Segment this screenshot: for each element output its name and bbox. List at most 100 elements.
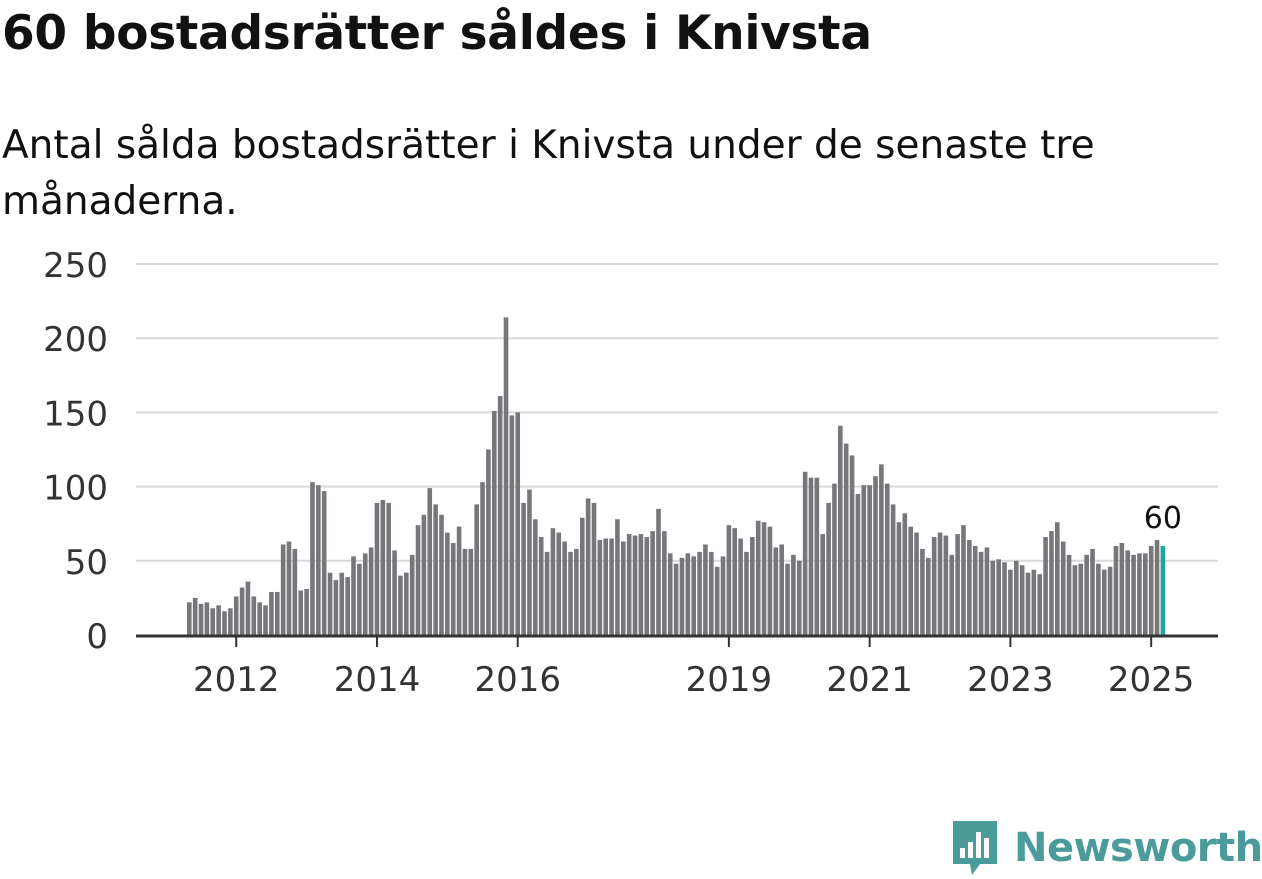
bar (298, 590, 304, 635)
bar (269, 591, 274, 635)
bar (662, 531, 667, 635)
bar (650, 531, 655, 635)
bar (263, 605, 268, 635)
gridlines (136, 263, 1218, 562)
bar (445, 532, 450, 635)
bar (310, 482, 315, 635)
bar (304, 588, 309, 635)
x-axis: 2012 2014 2016 2019 2021 2023 2025 (136, 634, 1218, 700)
bar (1154, 540, 1160, 635)
bar (984, 547, 990, 635)
bar (791, 554, 796, 635)
bar (931, 537, 937, 635)
bar (656, 508, 661, 635)
bar (597, 540, 603, 635)
bar (761, 522, 767, 635)
bar (462, 548, 468, 635)
bar (755, 520, 761, 635)
bar (1113, 545, 1119, 635)
x-tick-label: 2019 (686, 660, 773, 700)
bar (691, 556, 696, 635)
bar (585, 498, 591, 635)
bar (439, 514, 444, 635)
bar (908, 526, 913, 635)
bar (497, 396, 503, 635)
bar (1013, 560, 1019, 635)
bar (615, 519, 620, 635)
bar (879, 464, 884, 635)
bar (750, 537, 755, 635)
bar (491, 410, 497, 635)
bar (480, 482, 485, 635)
bar (374, 502, 380, 635)
bar (509, 415, 515, 635)
bar (198, 603, 204, 635)
bar (339, 572, 345, 635)
bar (474, 504, 479, 635)
bar (321, 491, 327, 635)
bar (920, 548, 925, 635)
bar (362, 553, 368, 635)
bar (685, 553, 691, 635)
bar (316, 485, 321, 635)
bar (192, 597, 198, 635)
bar (1119, 542, 1125, 635)
bar (427, 488, 433, 635)
bar (345, 577, 350, 635)
bar (415, 525, 421, 635)
bar (779, 544, 784, 635)
bar (785, 563, 790, 635)
bar (861, 485, 867, 635)
bar (914, 532, 919, 635)
bar (621, 541, 626, 635)
bar (720, 556, 726, 635)
bar (1142, 553, 1148, 635)
y-tick-label: 150 (43, 394, 108, 434)
bar (562, 541, 567, 635)
bar (568, 551, 573, 635)
bar-highlight (1160, 545, 1166, 635)
bar (257, 602, 262, 635)
bar (673, 563, 679, 635)
bar (1137, 553, 1142, 635)
bar (1055, 522, 1060, 635)
bar (556, 532, 562, 635)
bar (867, 485, 872, 635)
latest-value-label: 60 (1144, 501, 1182, 536)
bar (937, 532, 943, 635)
bar (679, 557, 685, 635)
bar (468, 548, 474, 635)
bar (533, 519, 538, 635)
bar (703, 544, 708, 635)
bar (386, 502, 392, 635)
bar (667, 553, 673, 635)
y-axis-labels: 0 50 100 150 200 250 (43, 246, 108, 657)
bar (1043, 537, 1048, 635)
bar (1084, 554, 1089, 635)
bar (896, 522, 902, 635)
y-tick-label: 250 (43, 246, 108, 286)
y-tick-label: 0 (86, 617, 108, 657)
bar (744, 551, 749, 635)
newsworthy-logo[interactable]: Newsworthy (950, 818, 1262, 878)
bar (1025, 572, 1031, 635)
bar (843, 443, 849, 635)
y-tick-label: 200 (43, 320, 108, 360)
bar (421, 514, 427, 635)
bar (550, 528, 556, 635)
bar (826, 502, 831, 635)
bar (820, 534, 826, 635)
bar (450, 542, 456, 635)
bar (1148, 545, 1154, 635)
bar (1049, 531, 1054, 635)
chart-subtitle: Antal sålda bostadsrätter i Knivsta unde… (2, 123, 1095, 224)
bar (603, 538, 609, 635)
bar (738, 538, 743, 635)
bar (1072, 565, 1078, 635)
bar (503, 317, 509, 635)
bar (1101, 569, 1107, 635)
bar (767, 526, 773, 635)
bar (486, 449, 491, 635)
bar (978, 551, 984, 635)
bar (392, 550, 397, 635)
